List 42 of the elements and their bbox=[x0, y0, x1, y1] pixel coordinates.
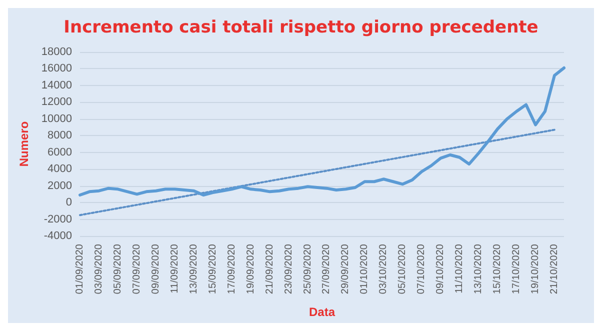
x-tick-label: 21/10/2020 bbox=[549, 244, 560, 294]
x-tick-label: 23/09/2020 bbox=[283, 244, 294, 294]
x-tick-label: 03/10/2020 bbox=[378, 244, 390, 294]
x-tick-label: 01/09/2020 bbox=[74, 244, 86, 294]
x-tick-label: 15/09/2020 bbox=[207, 244, 218, 294]
x-tick-label: 09/09/2020 bbox=[150, 244, 162, 294]
x-axis-title: Data bbox=[308, 305, 336, 319]
y-tick-label: 18000 bbox=[41, 46, 72, 58]
x-tick-label: 01/10/2020 bbox=[359, 244, 370, 294]
y-tick-label: 14000 bbox=[41, 79, 72, 92]
y-axis-title: Numero bbox=[17, 121, 31, 167]
x-tick-label: 29/09/2020 bbox=[340, 244, 352, 294]
x-tick-label: 03/09/2020 bbox=[93, 244, 104, 294]
chart-title: Incremento casi totali rispetto giorno precedente bbox=[64, 18, 538, 38]
x-tick-label: 05/09/2020 bbox=[112, 244, 124, 294]
x-tick-label: 05/10/2020 bbox=[397, 244, 408, 294]
x-tick-label: 11/10/2020 bbox=[454, 244, 466, 294]
y-tick-label: -4000 bbox=[44, 230, 72, 242]
x-tick-label: 13/10/2020 bbox=[473, 244, 484, 294]
x-tick-label: 19/10/2020 bbox=[530, 244, 542, 294]
x-tick-label: 19/09/2020 bbox=[245, 244, 256, 294]
y-tick-label: 0 bbox=[66, 196, 72, 209]
y-tick-label: 8000 bbox=[48, 130, 72, 142]
y-tick-label: -2000 bbox=[44, 213, 72, 226]
line-series bbox=[78, 66, 566, 197]
x-tick-label: 11/09/2020 bbox=[169, 244, 180, 294]
x-tick-label: 17/09/2020 bbox=[226, 244, 238, 294]
y-tick-label: 4000 bbox=[48, 163, 72, 176]
x-tick-label: 07/10/2020 bbox=[416, 244, 428, 294]
x-tick-label: 21/09/2020 bbox=[264, 244, 276, 294]
y-tick-label: 6000 bbox=[48, 146, 72, 158]
y-tick-label: 12000 bbox=[41, 96, 72, 108]
x-tick-label: 25/09/2020 bbox=[302, 244, 314, 294]
x-tick-label: 13/09/2020 bbox=[188, 244, 200, 294]
x-tick-label: 27/09/2020 bbox=[321, 244, 332, 294]
x-tick-label: 07/09/2020 bbox=[131, 244, 142, 294]
y-tick-label: 16000 bbox=[41, 62, 72, 75]
y-tick-label: 10000 bbox=[41, 112, 72, 125]
x-tick-label: 09/10/2020 bbox=[435, 244, 446, 294]
y-tick-label: 2000 bbox=[48, 180, 72, 192]
x-tick-label: 15/10/2020 bbox=[492, 244, 504, 294]
x-tick-label: 17/10/2020 bbox=[511, 244, 522, 294]
